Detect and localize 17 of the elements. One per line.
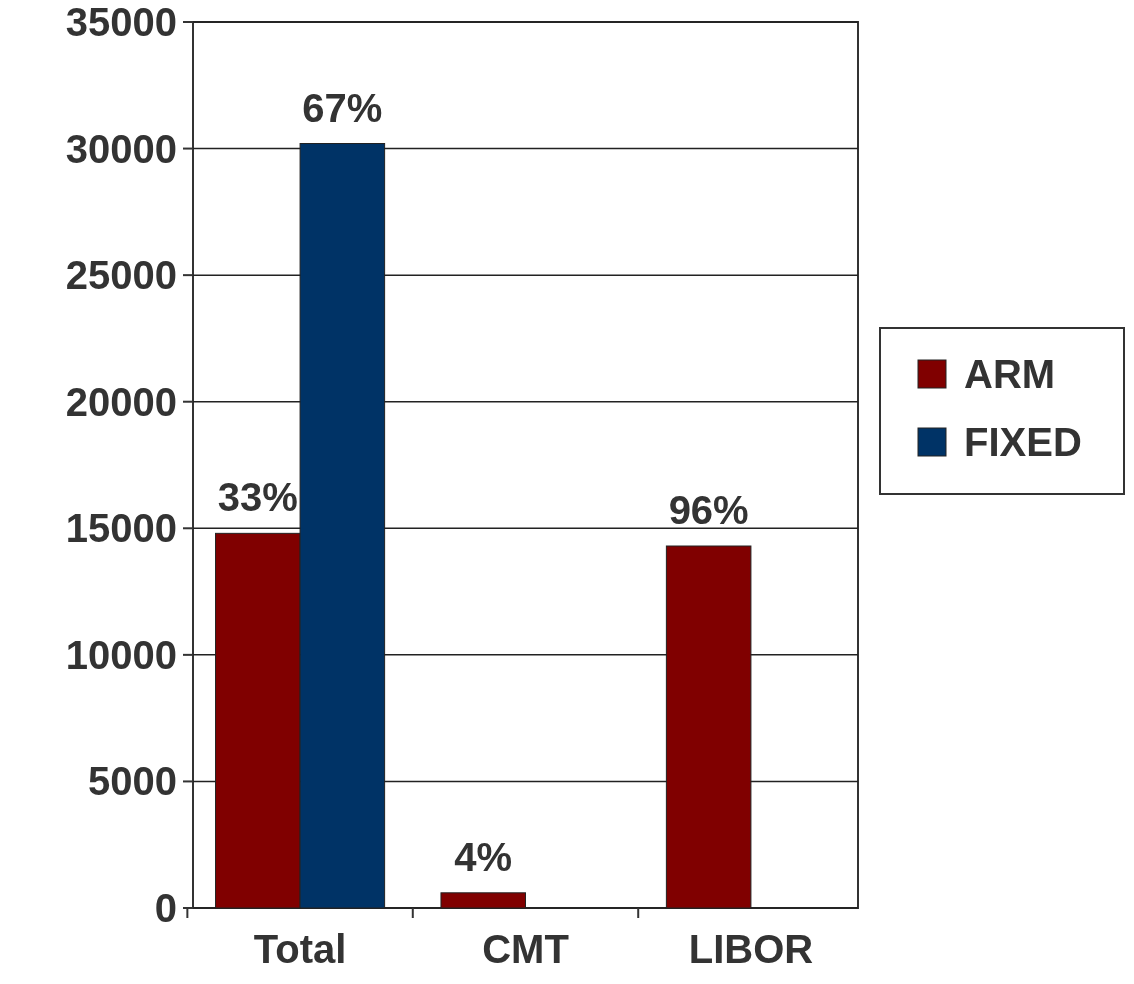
annotation: 33% <box>217 475 298 520</box>
y-tick-label: 20000 <box>65 379 177 424</box>
y-tick-label: 15000 <box>65 506 177 551</box>
annotation: 4% <box>454 834 513 879</box>
y-tick-label: 10000 <box>65 632 177 677</box>
x-tick-label: Total <box>253 927 347 971</box>
y-tick-label: 30000 <box>65 126 177 171</box>
y-tick-label: 25000 <box>65 253 177 298</box>
legend-label: ARM <box>964 352 1056 396</box>
annotation: 67% <box>302 85 383 130</box>
y-tick-label: 5000 <box>88 759 177 804</box>
y-tick-label: 35000 <box>65 0 177 44</box>
x-tick-label: LIBOR <box>688 927 814 971</box>
x-tick-label: CMT <box>482 927 569 971</box>
y-tick-label: 0 <box>154 886 177 930</box>
annotation: 96% <box>668 488 749 533</box>
legend-label: FIXED <box>964 420 1082 464</box>
